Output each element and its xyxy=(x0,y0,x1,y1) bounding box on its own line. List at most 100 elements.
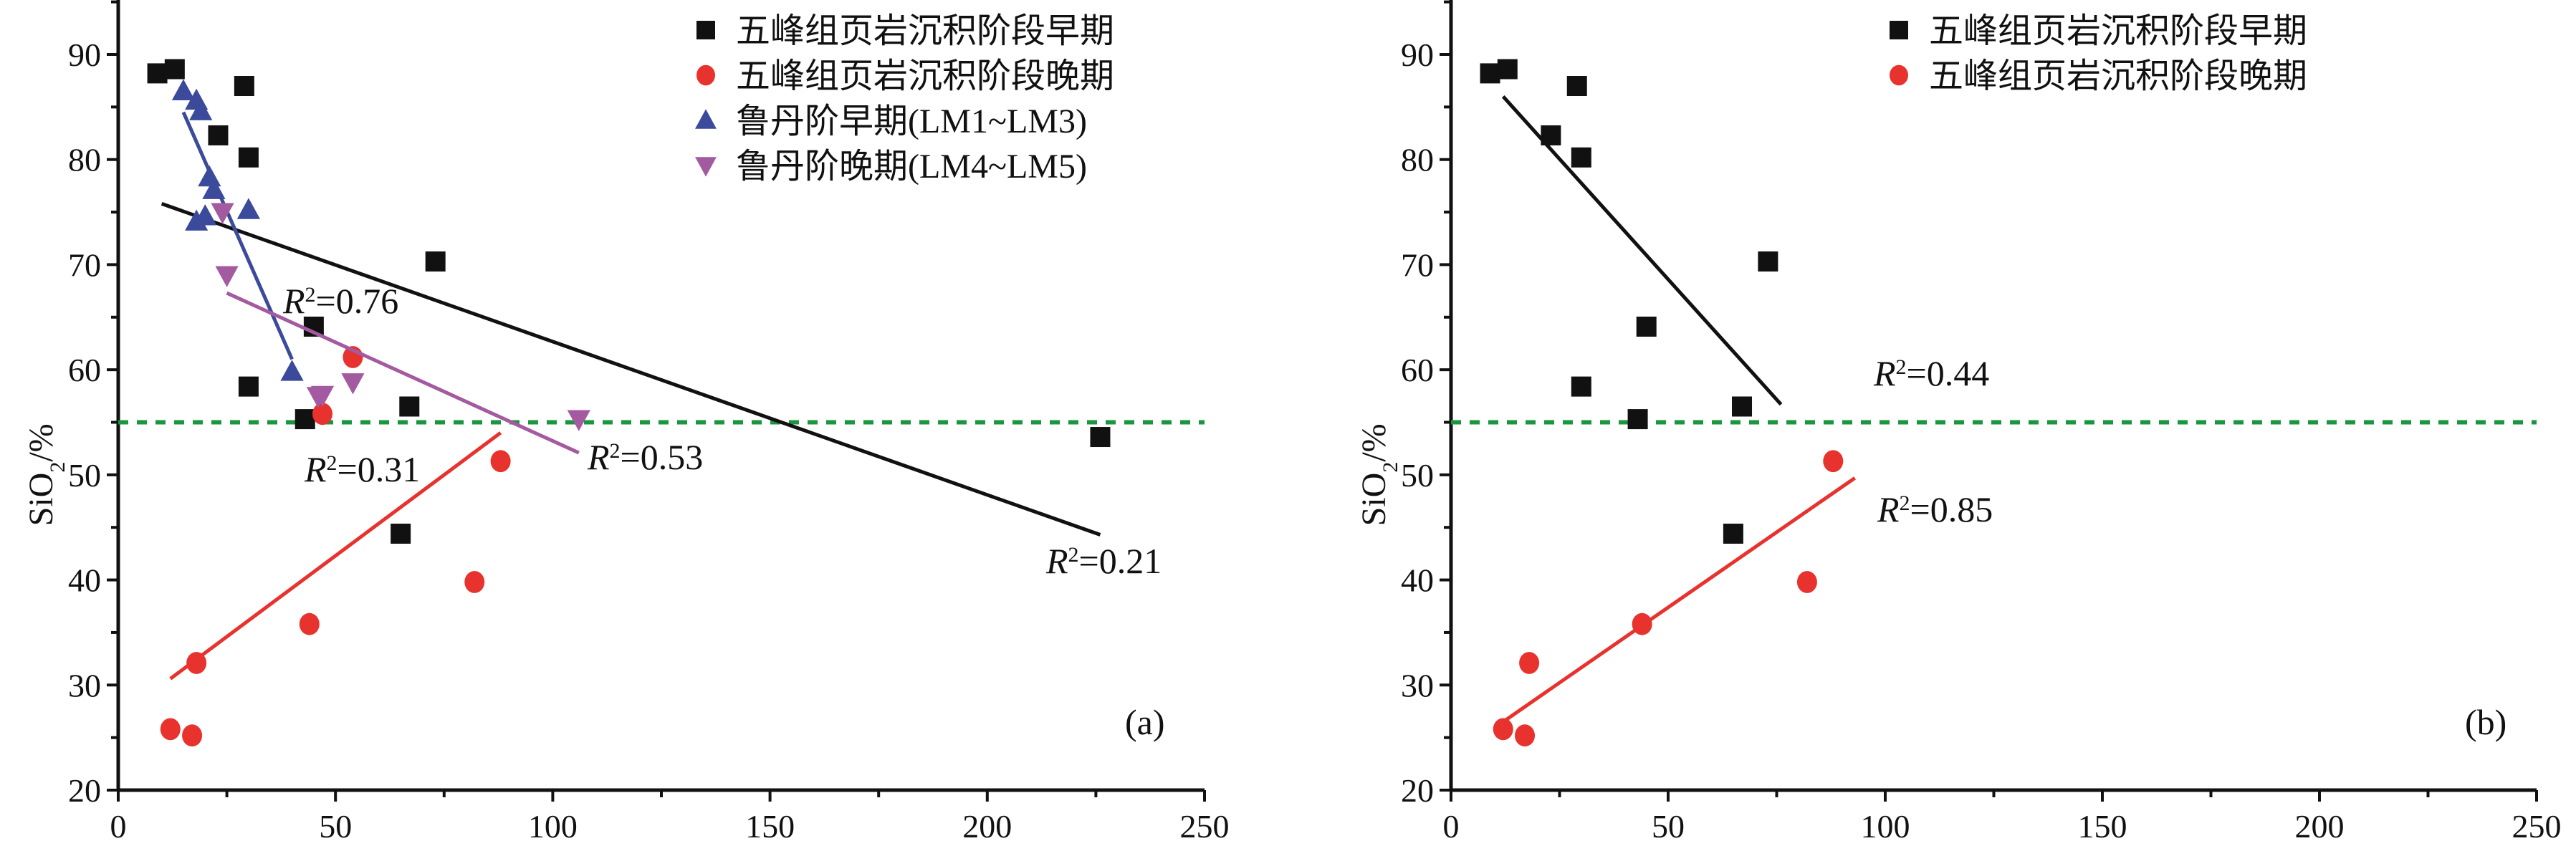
x-tick-label: 50 xyxy=(1652,808,1685,845)
y-tick-label: 60 xyxy=(68,352,101,388)
regression-line xyxy=(181,111,294,360)
data-point xyxy=(1732,396,1753,417)
data-point xyxy=(1796,571,1817,593)
x-tick-label: 150 xyxy=(745,808,795,845)
r-value: =0.21 xyxy=(1079,541,1162,581)
legend-marker xyxy=(1890,21,1908,39)
legend-label: 五峰组页岩沉积阶段早期 xyxy=(1929,12,2307,50)
data-point xyxy=(464,571,485,593)
data-point xyxy=(236,198,261,219)
x-tick-label: 50 xyxy=(319,808,352,845)
y-tick-label: 90 xyxy=(1401,37,1434,73)
data-point xyxy=(1571,147,1591,168)
r-symbol: R xyxy=(1873,353,1896,393)
y-tick-label: 70 xyxy=(68,246,101,283)
r-squared-label: R2=0.44 xyxy=(1873,353,1989,393)
x-tick-label: 250 xyxy=(1180,808,1230,845)
r-squared-label: R2=0.85 xyxy=(1877,489,1993,529)
y-tick-label: 20 xyxy=(68,772,101,809)
data-point xyxy=(160,718,181,741)
data-point xyxy=(198,165,221,187)
data-point xyxy=(147,63,168,84)
regression-line xyxy=(1501,95,1783,406)
r-value: =0.85 xyxy=(1910,489,1993,529)
r-superscript: 2 xyxy=(1896,355,1907,379)
legend-label: 五峰组页岩沉积阶段早期 xyxy=(736,12,1114,50)
legend-marker xyxy=(696,21,715,39)
data-point xyxy=(299,612,320,635)
data-point xyxy=(1497,59,1518,80)
data-point xyxy=(215,266,239,287)
data-point xyxy=(399,396,420,417)
legend-marker xyxy=(1890,64,1908,86)
legend-label: 五峰组页岩沉积阶段晚期 xyxy=(1929,57,2307,95)
r-value: =0.44 xyxy=(1907,353,1990,393)
r-superscript: 2 xyxy=(610,439,621,463)
series-2: R2=0.76 鲁丹阶早期(LM1~LM3) xyxy=(171,79,1087,381)
r-symbol: R xyxy=(1045,541,1068,581)
r-superscript: 2 xyxy=(1900,491,1910,515)
data-point xyxy=(238,147,259,168)
r-squared-label: R2=0.31 xyxy=(304,449,420,489)
y-tick-label: 50 xyxy=(68,457,101,494)
y-tick-label: 80 xyxy=(1401,142,1434,178)
y-label-subscript: 2 xyxy=(1379,462,1402,473)
r-squared-label: R2=0.76 xyxy=(282,281,398,321)
data-point xyxy=(1541,125,1561,145)
y-label-rest: /% xyxy=(22,423,60,461)
x-tick-label: 100 xyxy=(528,808,578,845)
y-label-subscript: 2 xyxy=(46,462,70,473)
data-point xyxy=(211,203,234,224)
data-point xyxy=(490,450,511,473)
y-label-main: SiO xyxy=(1355,473,1393,527)
data-point xyxy=(310,385,335,408)
legend-label: 鲁丹阶早期(LM1~LM3) xyxy=(736,102,1087,140)
data-point xyxy=(1627,409,1648,430)
data-point xyxy=(425,251,446,272)
regression-line xyxy=(226,291,580,455)
x-tick-label: 100 xyxy=(1861,808,1910,845)
x-tick-label: 150 xyxy=(2078,808,2127,845)
r-symbol: R xyxy=(587,437,610,477)
legend-label: 五峰组页岩沉积阶段晚期 xyxy=(736,57,1114,95)
x-tick-label: 0 xyxy=(110,808,127,845)
y-tick-label: 20 xyxy=(1401,772,1434,809)
data-point xyxy=(312,403,333,426)
data-point xyxy=(341,373,365,395)
x-tick-label: 200 xyxy=(2295,808,2345,845)
r-value: =0.76 xyxy=(316,281,399,321)
y-label-rest: /% xyxy=(1355,423,1393,461)
regression-line xyxy=(169,431,502,681)
r-superscript: 2 xyxy=(327,451,337,475)
data-point xyxy=(1493,718,1513,741)
panel-label: (a) xyxy=(1125,702,1165,742)
data-point xyxy=(202,178,226,199)
r-squared-label: R2=0.53 xyxy=(587,437,703,477)
data-point xyxy=(193,204,217,226)
data-point xyxy=(1480,63,1500,84)
r-value: =0.53 xyxy=(621,437,704,477)
data-point xyxy=(1823,450,1844,473)
y-tick-label: 30 xyxy=(68,667,101,703)
y-axis-label: SiO2/% xyxy=(1355,423,1402,526)
data-point xyxy=(208,125,229,145)
data-point xyxy=(1723,524,1743,544)
data-point xyxy=(238,376,259,397)
r-squared-label: R2=0.21 xyxy=(1045,541,1162,581)
data-point xyxy=(234,76,254,97)
r-symbol: R xyxy=(282,281,305,321)
r-symbol: R xyxy=(304,449,327,489)
regression-line xyxy=(161,201,1101,537)
data-point xyxy=(280,360,304,381)
data-point xyxy=(189,99,213,120)
data-point xyxy=(1566,76,1587,97)
y-tick-label: 90 xyxy=(68,37,101,73)
x-tick-label: 200 xyxy=(962,808,1012,845)
y-axis-label: SiO2/% xyxy=(22,423,70,526)
y-tick-label: 30 xyxy=(1401,667,1434,703)
